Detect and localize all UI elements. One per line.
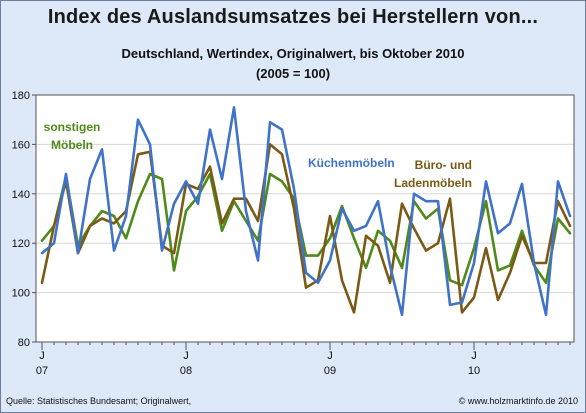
y-tick-label-180: 180 [12, 90, 30, 102]
plot-border [35, 94, 575, 343]
x-tick-label-year: 10 [468, 365, 480, 377]
x-tick-label-month: J [471, 350, 477, 362]
y-tick-label-140: 140 [12, 189, 30, 201]
x-tick-label-month: J [183, 350, 189, 362]
y-tick-label-100: 100 [12, 288, 30, 300]
y-tick-label-120: 120 [12, 238, 30, 250]
x-axis: J 07 J 08 J 09 J 10 [36, 342, 571, 377]
chart-title: Index des Auslandsumsatzes bei Herstelle… [47, 6, 539, 28]
series-label-1: Büro- und [415, 158, 472, 172]
y-tick-label-160: 160 [12, 139, 30, 151]
series-lines [40, 106, 572, 317]
x-tick-label-month: J [327, 350, 333, 362]
subtitle-line-2: (2005 = 100) [255, 66, 331, 81]
y-axis: 80 100 120 140 160 180 [12, 90, 36, 349]
x-tick-label-year: 09 [324, 365, 336, 377]
series-labels: Küchenmöbeln Büro- und Ladenmöbeln sonstige… [44, 120, 472, 190]
x-tick-label-year: 08 [180, 365, 192, 377]
subtitle-line-1: Deutschland, Wertindex, Originalwert, bi… [121, 46, 465, 61]
copyright-note: © www.holzmarktinfo.de 2010 [458, 396, 578, 406]
series-line-0 [40, 106, 572, 317]
series-label-2: Möbeln [51, 138, 93, 152]
series-label-1: Ladenmöbeln [394, 176, 472, 190]
x-tick-label-month: J [39, 350, 45, 362]
chart-subtitle: Deutschland, Wertindex, Originalwert, bi… [0, 44, 586, 84]
series-label-0: Küchenmöbeln [308, 156, 395, 170]
series-label-2: sonstigen [44, 120, 101, 134]
source-note: Quelle: Statistisches Bundesamt; Origina… [6, 396, 192, 406]
y-tick-label-80: 80 [18, 337, 30, 349]
gridlines [36, 143, 574, 294]
x-tick-label-year: 07 [36, 365, 48, 377]
